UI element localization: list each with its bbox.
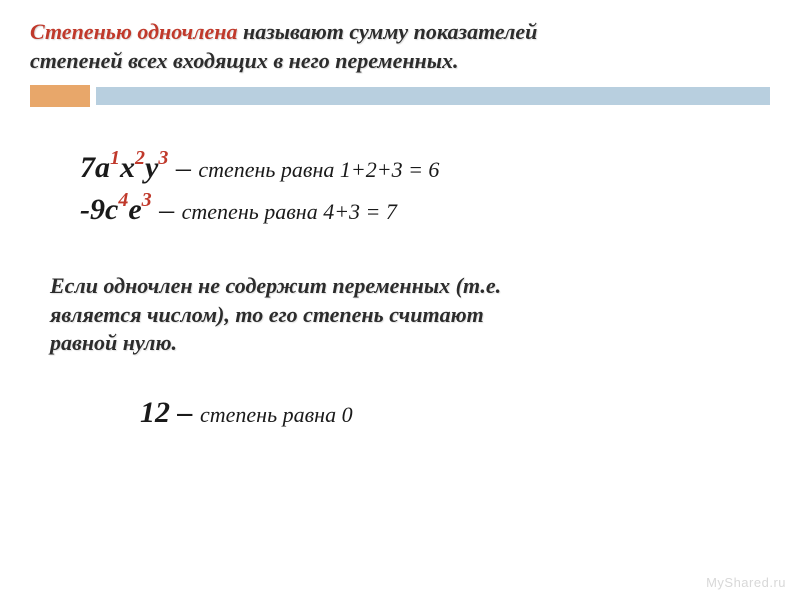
ex2-exp2: 3: [142, 189, 152, 211]
orange-block: [30, 85, 90, 107]
title-accent: Степенью одночлена: [30, 19, 238, 44]
ex1-v2: x: [120, 151, 135, 184]
divider-bar: [30, 85, 770, 107]
ex1-dash: –: [168, 151, 198, 184]
note-line-3: равной нулю.: [50, 330, 177, 355]
title-rest-1: называют сумму показателей: [238, 19, 538, 44]
example-2: -9c4e3 – степень равна 4+3 = 7: [80, 189, 750, 231]
ex1-exp2: 2: [135, 147, 145, 169]
ex2-exp1: 4: [118, 189, 128, 211]
note-line-2: является числом), то его степень считают: [50, 302, 484, 327]
ex2-dash: –: [152, 193, 182, 226]
final-explain: степень равна 0: [200, 402, 353, 427]
examples-content: 7a1x2y3 – степень равна 1+2+3 = 6 -9c4e3…: [0, 117, 800, 230]
definition-title: Степенью одночлена называют сумму показа…: [30, 18, 770, 75]
ex1-exp1: 1: [110, 147, 120, 169]
example-1: 7a1x2y3 – степень равна 1+2+3 = 6: [80, 147, 750, 189]
note-block: Если одночлен не содержит переменных (т.…: [0, 272, 800, 358]
ex1-coef: 7a: [80, 151, 110, 184]
final-dash: –: [170, 396, 200, 429]
ex2-explain: степень равна 4+3 = 7: [182, 199, 397, 224]
watermark: MyShared.ru: [706, 575, 786, 590]
title-line-2: степеней всех входящих в него переменных…: [30, 48, 459, 73]
header-section: Степенью одночлена называют сумму показа…: [0, 0, 800, 117]
ex1-exp3: 3: [158, 147, 168, 169]
final-num: 12: [140, 396, 170, 429]
ex1-explain: степень равна 1+2+3 = 6: [198, 157, 439, 182]
ex1-v3: y: [145, 151, 158, 184]
ex2-coef: -9c: [80, 193, 118, 226]
final-example: 12 – степень равна 0: [0, 358, 800, 430]
ex2-v2: e: [128, 193, 141, 226]
note-line-1: Если одночлен не содержит переменных (т.…: [50, 273, 501, 298]
blue-bar: [96, 87, 770, 105]
